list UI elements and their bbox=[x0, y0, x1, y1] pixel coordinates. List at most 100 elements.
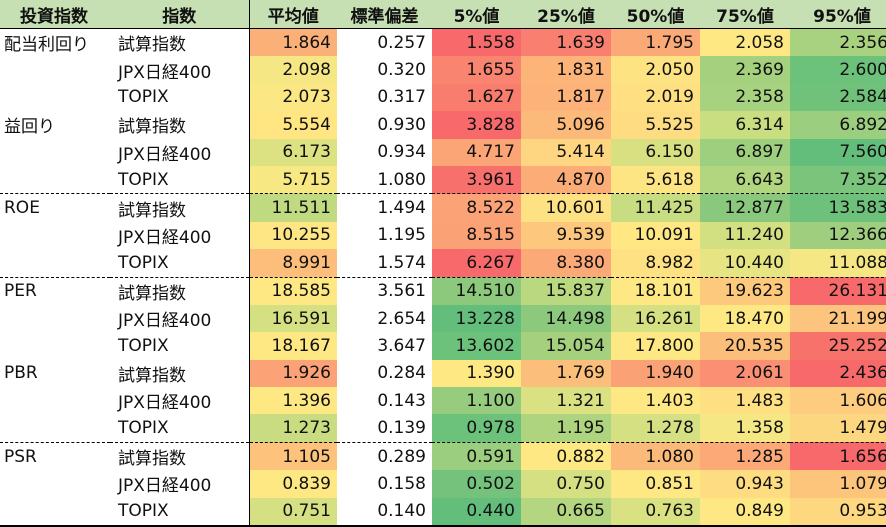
cell-p95: 7.560 bbox=[790, 138, 886, 166]
cell-p5: 14.510 bbox=[432, 276, 521, 305]
cell-p25: 10.601 bbox=[521, 193, 611, 222]
cell-group bbox=[0, 414, 110, 442]
cell-mean: 1.105 bbox=[249, 441, 337, 471]
table-row: TOPIX 1.273 0.139 0.978 1.195 1.278 1.358 1.479 bbox=[0, 414, 886, 443]
cell-index: TOPIX bbox=[110, 414, 250, 443]
cell-p25: 5.414 bbox=[521, 138, 611, 166]
cell-mean: 1.926 bbox=[249, 359, 337, 388]
cell-p50: 1.940 bbox=[611, 359, 700, 388]
header-index: 指数 bbox=[110, 0, 250, 29]
cell-p75: 19.623 bbox=[700, 276, 790, 305]
cell-p50: 11.425 bbox=[611, 193, 700, 222]
header-p75: 75%値 bbox=[700, 0, 790, 29]
cell-group bbox=[0, 387, 110, 414]
cell-group: 配当利回り bbox=[4, 35, 89, 56]
cell-p95: 2.584 bbox=[790, 83, 886, 112]
cell-mean: 1.396 bbox=[249, 387, 337, 415]
cell-stddev: 0.140 bbox=[337, 497, 432, 527]
cell-p25: 4.870 bbox=[521, 165, 611, 194]
cell-p50: 17.800 bbox=[611, 332, 700, 360]
cell-stddev: 3.647 bbox=[337, 332, 432, 360]
cell-p75: 2.369 bbox=[700, 56, 790, 84]
cell-stddev: 1.195 bbox=[337, 221, 432, 250]
cell-p50: 8.982 bbox=[611, 249, 700, 278]
cell-p50: 5.618 bbox=[611, 165, 700, 194]
cell-stddev: 1.080 bbox=[337, 165, 432, 194]
cell-mean: 11.511 bbox=[249, 193, 337, 222]
table-row: 配当利回り 試算指数 1.864 0.257 1.558 1.639 1.795 2.058 2… bbox=[0, 28, 886, 57]
cell-stddev: 1.574 bbox=[337, 249, 432, 278]
cell-p50: 1.278 bbox=[611, 414, 700, 443]
cell-mean: 8.991 bbox=[249, 249, 337, 278]
cell-p25: 15.837 bbox=[521, 276, 611, 305]
header-p5: 5%値 bbox=[432, 0, 521, 29]
cell-group bbox=[0, 305, 110, 332]
table-row: TOPIX 0.751 0.140 0.440 0.665 0.763 0.849 0.953 bbox=[0, 497, 886, 527]
cell-index: TOPIX bbox=[110, 165, 250, 194]
cell-p75: 0.849 bbox=[700, 497, 790, 527]
cell-index: 試算指数 bbox=[110, 193, 250, 222]
cell-group: ROE bbox=[0, 193, 110, 222]
table-row: PER 試算指数 18.585 3.561 14.510 15.837 18.101 19.6… bbox=[0, 276, 886, 305]
cell-p95: 12.366 bbox=[790, 221, 886, 250]
header-stddev: 標準偏差 bbox=[337, 0, 432, 29]
cell-mean: 6.173 bbox=[249, 138, 337, 166]
cell-p25: 1.817 bbox=[521, 83, 611, 112]
table-row: ROE 試算指数 11.511 1.494 8.522 10.601 11.425 12.87… bbox=[0, 193, 886, 222]
table-row: JPX日経400 6.173 0.934 4.717 5.414 6.150 6.897 7.… bbox=[0, 138, 886, 166]
cell-p50: 2.019 bbox=[611, 83, 700, 112]
cell-p95: 13.583 bbox=[790, 193, 886, 222]
cell-p5: 1.655 bbox=[432, 56, 521, 84]
cell-group bbox=[0, 249, 110, 277]
table-row: PBR 試算指数 1.926 0.284 1.390 1.769 1.940 2.061 2.4… bbox=[0, 359, 886, 388]
cell-group bbox=[0, 222, 110, 249]
cell-p50: 10.091 bbox=[611, 221, 700, 250]
cell-stddev: 0.934 bbox=[337, 138, 432, 166]
cell-p75: 2.061 bbox=[700, 359, 790, 388]
cell-p5: 8.522 bbox=[432, 193, 521, 222]
cell-mean: 2.098 bbox=[249, 56, 337, 84]
cell-p5: 8.515 bbox=[432, 221, 521, 250]
table-row: JPX日経400 0.839 0.158 0.502 0.750 0.851 0.943 1.… bbox=[0, 470, 886, 498]
cell-p25: 9.539 bbox=[521, 221, 611, 250]
cell-p95: 1.479 bbox=[790, 414, 886, 443]
cell-p25: 15.054 bbox=[521, 332, 611, 360]
cell-p50: 18.101 bbox=[611, 276, 700, 305]
cell-p50: 0.851 bbox=[611, 470, 700, 498]
cell-group bbox=[0, 56, 110, 83]
cell-stddev: 0.257 bbox=[337, 28, 432, 57]
cell-p50: 6.150 bbox=[611, 138, 700, 166]
table-row: JPX日経400 1.396 0.143 1.100 1.321 1.403 1.483 1.… bbox=[0, 387, 886, 415]
cell-p5: 0.440 bbox=[432, 497, 521, 527]
cell-mean: 1.273 bbox=[249, 414, 337, 443]
cell-p5: 3.828 bbox=[432, 111, 521, 139]
cell-p5: 6.267 bbox=[432, 249, 521, 278]
cell-p5: 0.591 bbox=[432, 441, 521, 471]
table-row: JPX日経400 2.098 0.320 1.655 1.831 2.050 2.369 2.… bbox=[0, 56, 886, 84]
cell-mean: 5.715 bbox=[249, 165, 337, 194]
cell-stddev: 0.158 bbox=[337, 470, 432, 498]
cell-p5: 1.100 bbox=[432, 387, 521, 415]
cell-p5: 13.602 bbox=[432, 332, 521, 360]
cell-p75: 2.058 bbox=[700, 28, 790, 57]
cell-p50: 1.080 bbox=[611, 441, 700, 471]
cell-p50: 1.795 bbox=[611, 28, 700, 57]
cell-p75: 20.535 bbox=[700, 332, 790, 360]
cell-p95: 6.892 bbox=[790, 111, 886, 139]
cell-p75: 0.943 bbox=[700, 470, 790, 498]
cell-stddev: 0.289 bbox=[337, 441, 432, 471]
table-row: JPX日経400 10.255 1.195 8.515 9.539 10.091 11.24… bbox=[0, 221, 886, 250]
cell-index: TOPIX bbox=[110, 332, 250, 360]
cell-p75: 12.877 bbox=[700, 193, 790, 222]
cell-p95: 25.252 bbox=[790, 332, 886, 360]
table-row: TOPIX 18.167 3.647 13.602 15.054 17.800 20.535… bbox=[0, 332, 886, 360]
cell-p50: 0.763 bbox=[611, 497, 700, 527]
cell-index: JPX日経400 bbox=[110, 221, 250, 250]
cell-p95: 7.352 bbox=[790, 165, 886, 194]
cell-mean: 18.167 bbox=[249, 332, 337, 360]
cell-p5: 1.558 bbox=[432, 28, 521, 57]
header-mean: 平均値 bbox=[249, 0, 337, 29]
cell-p95: 26.131 bbox=[790, 276, 886, 305]
cell-mean: 2.073 bbox=[249, 83, 337, 112]
cell-group bbox=[0, 497, 110, 527]
